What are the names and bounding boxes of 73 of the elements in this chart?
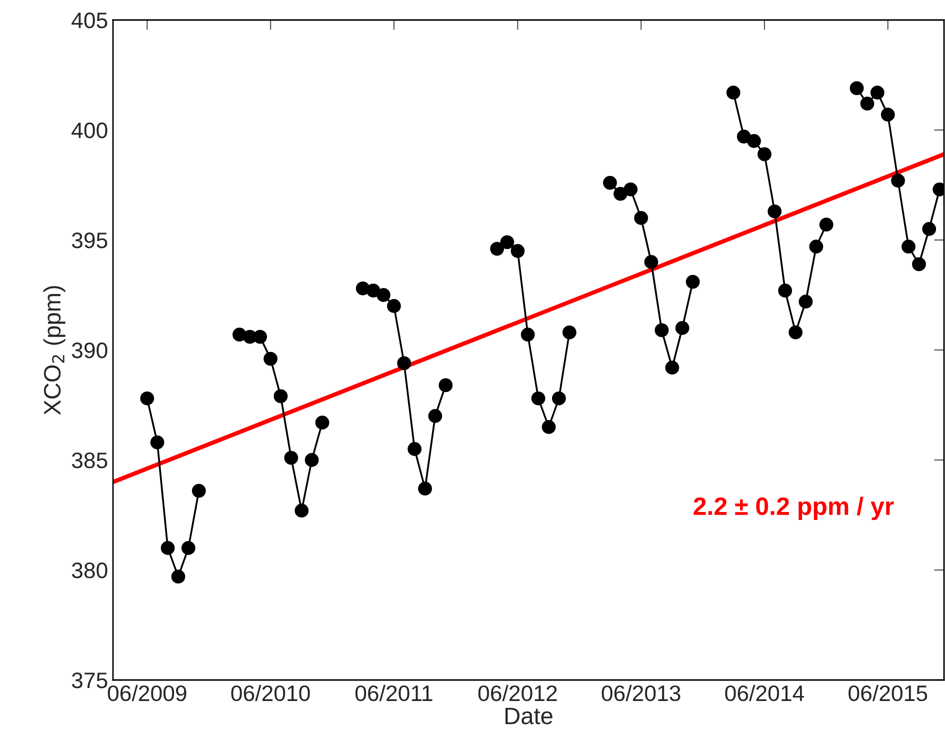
point (408, 442, 422, 456)
point (428, 409, 442, 423)
point (686, 274, 700, 289)
point (510, 244, 525, 258)
point (284, 450, 298, 465)
point (912, 257, 926, 272)
point (891, 174, 905, 188)
point (634, 211, 648, 225)
point (366, 284, 380, 298)
point (376, 288, 390, 302)
point (870, 86, 884, 100)
point (736, 130, 751, 144)
y-tick-label: 375 (72, 672, 108, 688)
point (798, 294, 813, 309)
x-tick-label: 06/2012 (478, 684, 557, 702)
point (253, 330, 268, 344)
point (160, 541, 175, 555)
y-tick-label: 390 (72, 342, 108, 358)
point (531, 391, 546, 406)
point (294, 504, 309, 518)
x-tick-label: 06/2015 (848, 684, 928, 702)
point (387, 299, 401, 313)
point (809, 240, 824, 254)
point (758, 147, 772, 162)
x-tick-label: 06/2010 (231, 684, 310, 702)
point (397, 356, 412, 370)
y-tick-label: 405 (72, 12, 108, 28)
point (675, 321, 690, 335)
point (654, 323, 669, 338)
point (788, 325, 803, 340)
point (922, 222, 936, 236)
point (819, 218, 834, 232)
y-tick-label: 395 (72, 232, 108, 248)
point (860, 96, 874, 111)
point (644, 255, 658, 269)
point (520, 328, 535, 342)
point (880, 108, 895, 122)
point (140, 391, 154, 406)
x-axis-title: Date (506, 708, 552, 724)
y-tick-label: 380 (72, 562, 108, 578)
point (542, 420, 556, 434)
point (192, 484, 206, 498)
y-axis-title: XCO$_{2}$ (ppm) (43, 286, 66, 415)
x-tick-label: 06/2013 (602, 684, 680, 702)
point (274, 389, 288, 404)
x-tick-label: 06/2011 (355, 684, 432, 702)
point (490, 242, 504, 256)
x-tick-label: 06/2014 (725, 684, 804, 702)
point (264, 352, 278, 366)
point (624, 182, 638, 196)
annotation: 2.2 ± 0.2 ppm / yr (694, 496, 894, 520)
y-tick-label: 385 (72, 452, 108, 468)
point (665, 360, 680, 375)
point (418, 482, 432, 496)
point (500, 235, 514, 250)
point (181, 541, 196, 555)
point (438, 378, 453, 392)
point (726, 86, 740, 100)
point (768, 204, 782, 218)
point (850, 81, 864, 96)
point (304, 453, 319, 467)
x-tick-label: 06/2009 (108, 684, 186, 702)
point (778, 284, 792, 298)
point (171, 570, 186, 584)
point (552, 391, 566, 406)
point (614, 186, 628, 201)
point (902, 240, 916, 254)
point (315, 416, 330, 430)
point (603, 176, 617, 190)
point (562, 325, 576, 340)
point (150, 435, 164, 450)
y-tick-label: 400 (72, 122, 108, 138)
point (747, 134, 761, 148)
